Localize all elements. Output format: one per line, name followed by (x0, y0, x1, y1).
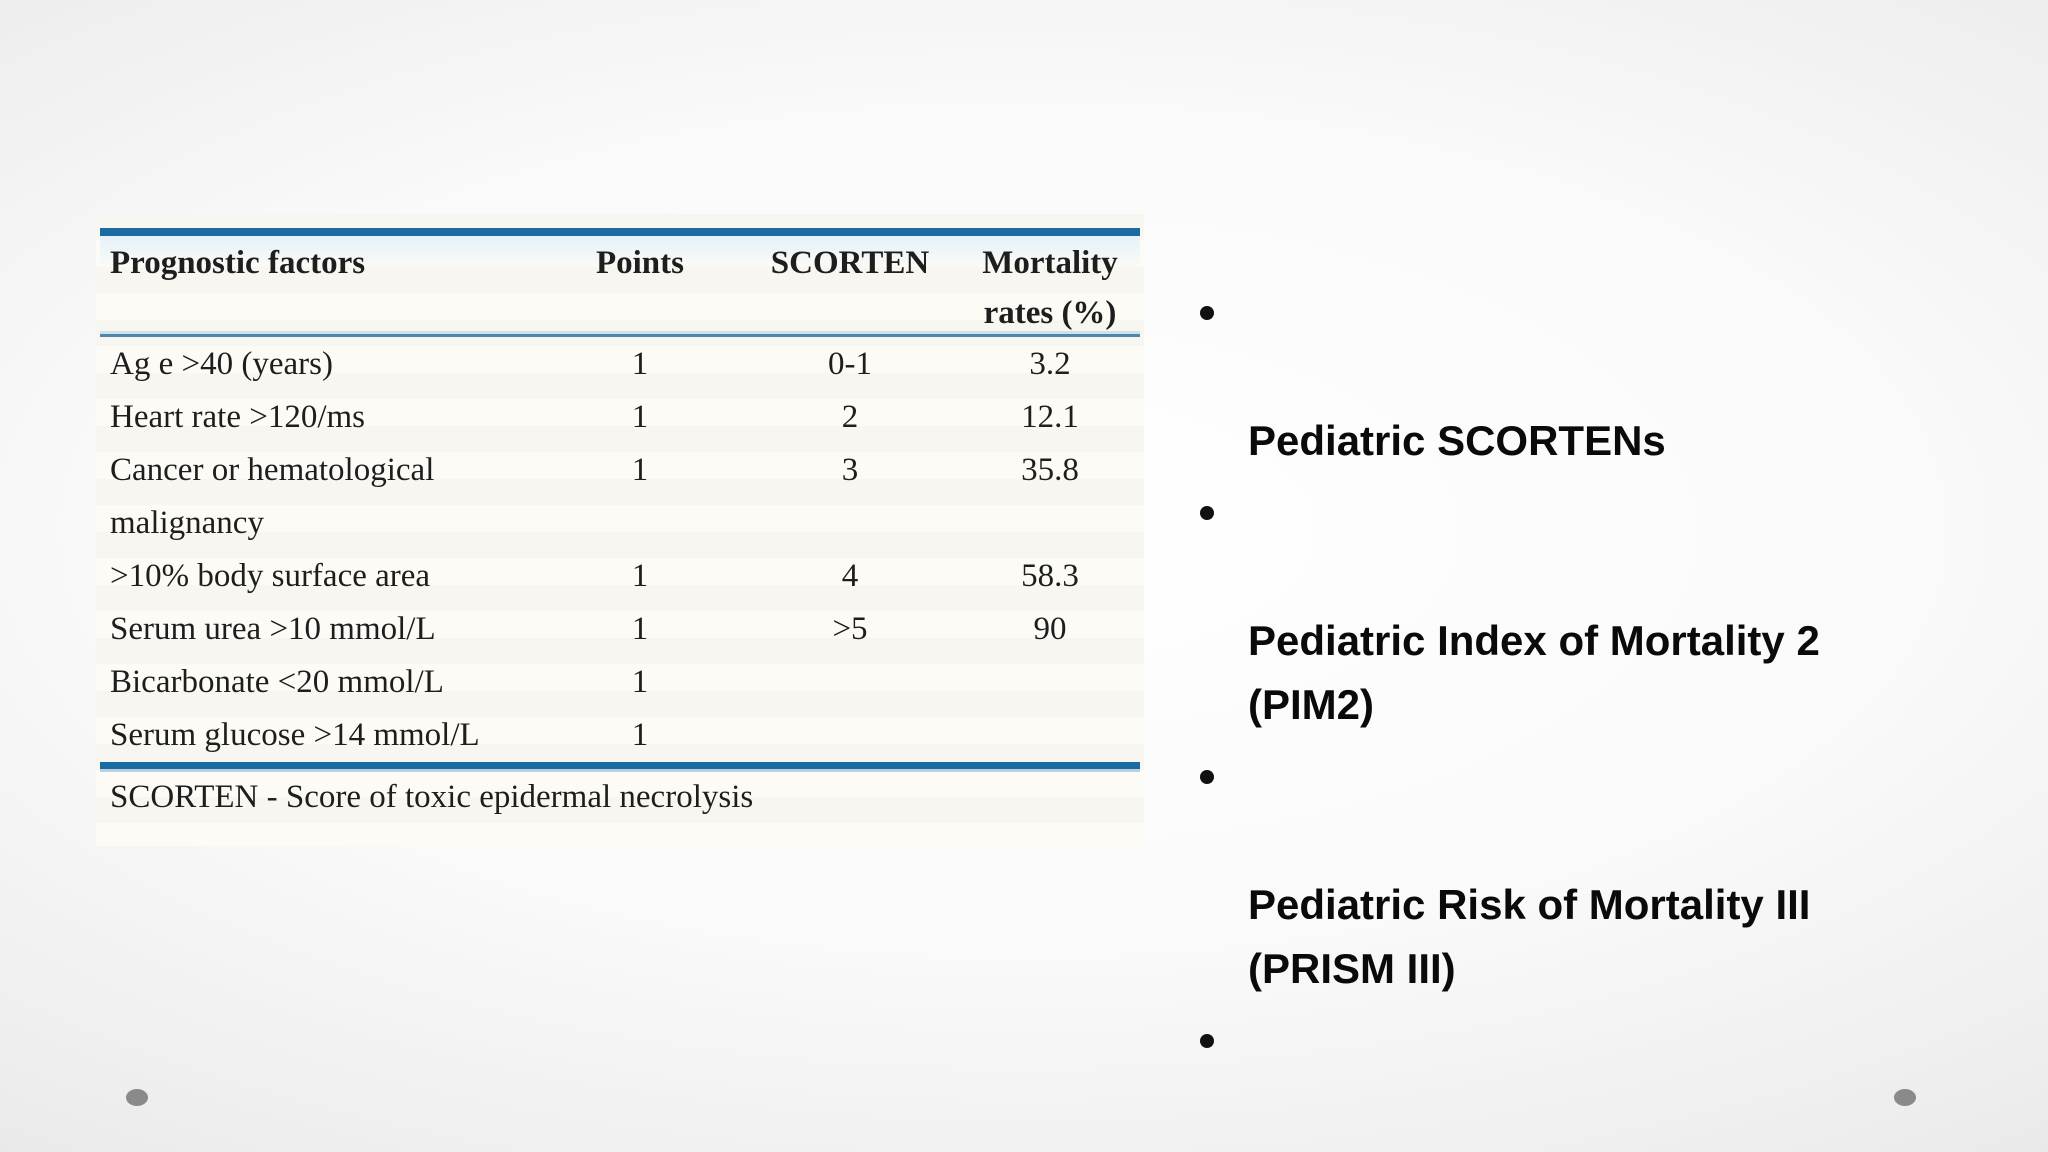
table-row: >10% body surface area 1 4 58.3 (100, 550, 1140, 603)
cell-points: 1 (631, 611, 649, 647)
scorten-table-image: Prognostic factors Points SCORTEN Mortal… (96, 214, 1144, 846)
list-item: Pediatric Risk of Mortality III (PRISM I… (1186, 745, 1996, 1001)
cell-points: 1 (631, 399, 649, 435)
table-row: Serum glucose >14 mmol/L 1 (100, 709, 1140, 762)
cell-prognostic-factor: Serum glucose >14 mmol/L (110, 717, 480, 753)
col-header-mortality-rates: Mortality rates (%) (982, 245, 1118, 331)
cell-points: 1 (631, 346, 649, 382)
table-top-border (100, 228, 1140, 236)
bullet-list: Pediatric SCORTENs Pediatric Index of Mo… (1186, 281, 1996, 1152)
cell-prognostic-factor: Heart rate >120/ms (110, 399, 366, 435)
bullet-icon (1200, 1034, 1214, 1048)
col-header-points: Points (595, 245, 684, 281)
cell-prognostic-factor: Ag e >40 (years) (110, 346, 333, 382)
decorative-dot-right (1894, 1089, 1916, 1106)
table-header-divider (100, 334, 1140, 337)
list-item: Pediatric Index of Mortality 2 (PIM2) (1186, 481, 1996, 737)
table-bottom-border (100, 762, 1140, 769)
col-header-prognostic-factors: Prognostic factors (110, 245, 366, 281)
bullet-icon (1200, 306, 1214, 320)
bullet-text: Pediatric SCORTENs (1248, 417, 1666, 464)
cell-mortality-rate: 35.8 (1021, 452, 1079, 488)
bullet-text: Pediatric Risk of Mortality III (PRISM I… (1248, 881, 1811, 992)
bullet-icon (1200, 506, 1214, 520)
cell-mortality-rate: 58.3 (1021, 558, 1079, 594)
list-item: Pediatric SCORTENs (1186, 281, 1996, 473)
cell-scorten: 2 (841, 399, 859, 435)
cell-scorten: 0-1 (828, 346, 872, 382)
bullet-text: Pediatric Index of Mortality 2 (PIM2) (1248, 617, 1820, 728)
cell-points: 1 (631, 664, 649, 700)
cell-scorten: 4 (841, 558, 859, 594)
cell-mortality-rate: 3.2 (1029, 346, 1071, 382)
table-row: Heart rate >120/ms 1 2 12.1 (100, 391, 1140, 444)
cell-prognostic-factor: >10% body surface area (110, 558, 431, 594)
decorative-dot-left (126, 1089, 148, 1106)
table-row: Bicarbonate <20 mmol/L 1 (100, 656, 1140, 709)
table-row: Ag e >40 (years) 1 0-1 3.2 (100, 338, 1140, 391)
cell-points: 1 (631, 452, 649, 488)
table-body: Ag e >40 (years) 1 0-1 3.2 Heart rate >1… (100, 338, 1140, 762)
list-item: Abbreviated Burn Severity Index (ABSI) (1186, 1009, 1996, 1152)
bullet-icon (1200, 770, 1214, 784)
bullet-text: Abbreviated Burn Severity Index (ABSI) (1248, 1145, 1776, 1152)
col-header-scorten: SCORTEN (770, 245, 930, 281)
cell-prognostic-factor: Cancer or hematological malignancy (110, 452, 435, 541)
cell-prognostic-factor: Bicarbonate <20 mmol/L (110, 664, 444, 700)
table-row: Cancer or hematological malignancy 1 3 3… (100, 444, 1140, 550)
table-row: Serum urea >10 mmol/L 1 >5 90 (100, 603, 1140, 656)
table-footnote: SCORTEN - Score of toxic epidermal necro… (110, 779, 754, 815)
cell-points: 1 (631, 717, 649, 753)
cell-prognostic-factor: Serum urea >10 mmol/L (110, 611, 436, 647)
cell-points: 1 (631, 558, 649, 594)
cell-scorten: >5 (832, 611, 868, 647)
cell-scorten: 3 (841, 452, 859, 488)
cell-mortality-rate: 90 (1033, 611, 1067, 647)
cell-mortality-rate: 12.1 (1021, 399, 1079, 435)
table-header-row: Prognostic factors Points SCORTEN Mortal… (100, 236, 1140, 334)
